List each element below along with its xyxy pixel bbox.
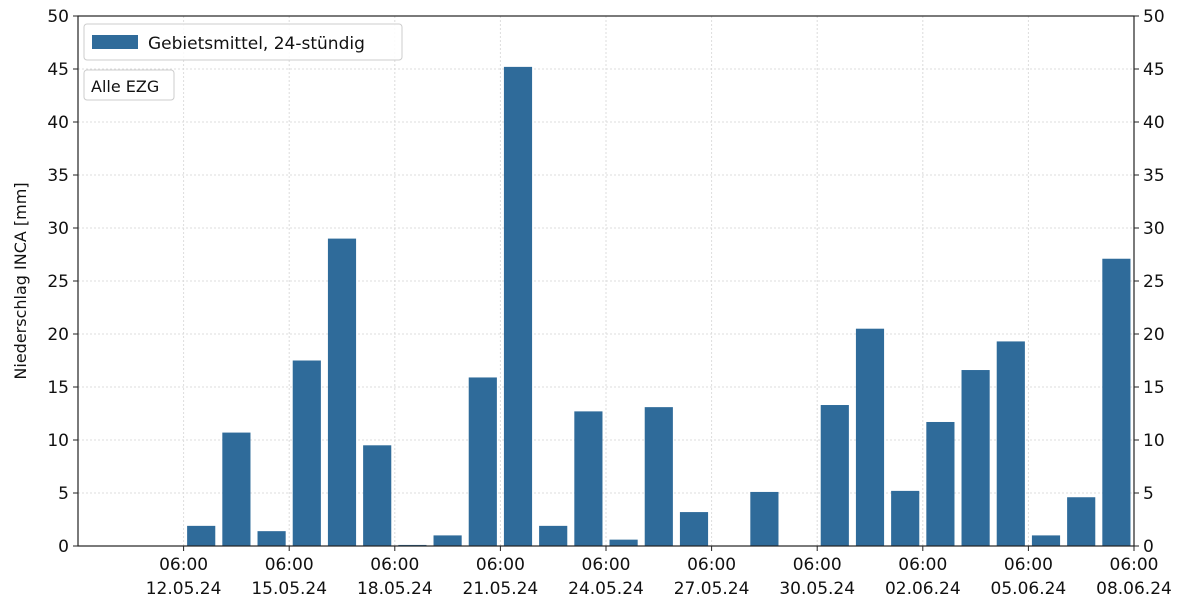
x-tick-label-time: 06:00	[159, 555, 208, 575]
x-tick-label-date: 08.06.24	[1096, 579, 1172, 599]
y-tick-label-left: 20	[47, 325, 69, 345]
bar	[1102, 258, 1131, 546]
legend-label: Gebietsmittel, 24-stündig	[148, 34, 365, 54]
y-tick-label-right: 50	[1143, 7, 1165, 27]
x-tick-label-time: 06:00	[687, 555, 736, 575]
x-axis: 06:00 12.05.24 06:00 15.05.24 06:00 18.05.24 0…	[146, 546, 1172, 599]
y-tick-label-right: 10	[1143, 431, 1165, 451]
bar	[433, 535, 462, 546]
legend: Gebietsmittel, 24-stündig	[83, 23, 403, 61]
y-tick-label-right: 25	[1143, 272, 1165, 292]
x-tick-label-date: 27.05.24	[674, 579, 750, 599]
bar	[187, 525, 216, 546]
bar	[222, 432, 251, 546]
bar	[363, 445, 392, 546]
y-axis-label: Niederschlag INCA [mm]	[11, 182, 30, 379]
x-tick-label-date: 21.05.24	[463, 579, 539, 599]
y-tick-label-left: 25	[47, 272, 69, 292]
bar	[679, 512, 709, 546]
x-tick-label-date: 12.05.24	[146, 579, 222, 599]
x-tick-label-time: 06:00	[370, 555, 419, 575]
bar	[574, 411, 603, 546]
bar	[820, 405, 849, 546]
annotation-box	[83, 69, 175, 101]
x-tick-label-time: 06:00	[1004, 555, 1053, 575]
y-tick-label-left: 30	[47, 219, 69, 239]
y-axis-right: 0 5 10 15 20 25 30 35 40 45 50	[1134, 7, 1165, 557]
bar	[257, 531, 286, 546]
bar	[1067, 497, 1096, 546]
y-tick-label-left: 35	[47, 166, 69, 186]
y-tick-label-left: 15	[47, 378, 69, 398]
x-tick-label-date: 02.06.24	[885, 579, 961, 599]
bar	[644, 407, 673, 546]
y-tick-label-right: 40	[1143, 113, 1165, 133]
bar	[996, 341, 1025, 546]
bar	[468, 377, 497, 546]
legend-swatch	[92, 35, 138, 49]
annotation: Alle EZG	[83, 69, 175, 101]
x-tick-label-time: 06:00	[265, 555, 314, 575]
x-tick-label-date: 30.05.24	[779, 579, 855, 599]
legend-box	[83, 23, 403, 61]
y-tick-label-right: 30	[1143, 219, 1165, 239]
y-tick-label-left: 50	[47, 7, 69, 27]
annotation-text: Alle EZG	[91, 77, 159, 96]
y-axis-left: 0 5 10 15 20 25 30 35 40 45 50	[47, 7, 78, 557]
y-tick-label-left: 5	[58, 484, 69, 504]
bar	[1031, 535, 1061, 546]
y-tick-label-right: 0	[1143, 537, 1154, 557]
bar	[961, 370, 990, 546]
bar	[503, 66, 533, 546]
x-tick-label-date: 05.06.24	[991, 579, 1067, 599]
x-tick-label-time: 06:00	[793, 555, 842, 575]
y-tick-label-left: 40	[47, 113, 69, 133]
bar	[891, 490, 920, 546]
bars	[187, 66, 1131, 546]
y-tick-label-right: 5	[1143, 484, 1154, 504]
y-tick-label-left: 45	[47, 60, 69, 80]
x-tick-label-time: 06:00	[898, 555, 947, 575]
x-tick-label-time: 06:00	[476, 555, 525, 575]
y-tick-label-right: 20	[1143, 325, 1165, 345]
y-tick-label-right: 35	[1143, 166, 1165, 186]
x-tick-label-date: 18.05.24	[357, 579, 433, 599]
bar	[609, 539, 638, 546]
y-tick-label-right: 45	[1143, 60, 1165, 80]
x-tick-label-date: 15.05.24	[251, 579, 327, 599]
y-tick-label-left: 10	[47, 431, 69, 451]
bar	[292, 360, 321, 546]
bar	[855, 328, 885, 546]
bar	[327, 238, 357, 546]
bar	[539, 525, 568, 546]
x-tick-label-time: 06:00	[1110, 555, 1159, 575]
x-tick-label-time: 06:00	[582, 555, 631, 575]
y-tick-label-left: 0	[58, 537, 69, 557]
bar	[926, 421, 955, 546]
bar	[750, 491, 779, 546]
x-tick-label-date: 24.05.24	[568, 579, 644, 599]
y-tick-label-right: 15	[1143, 378, 1165, 398]
